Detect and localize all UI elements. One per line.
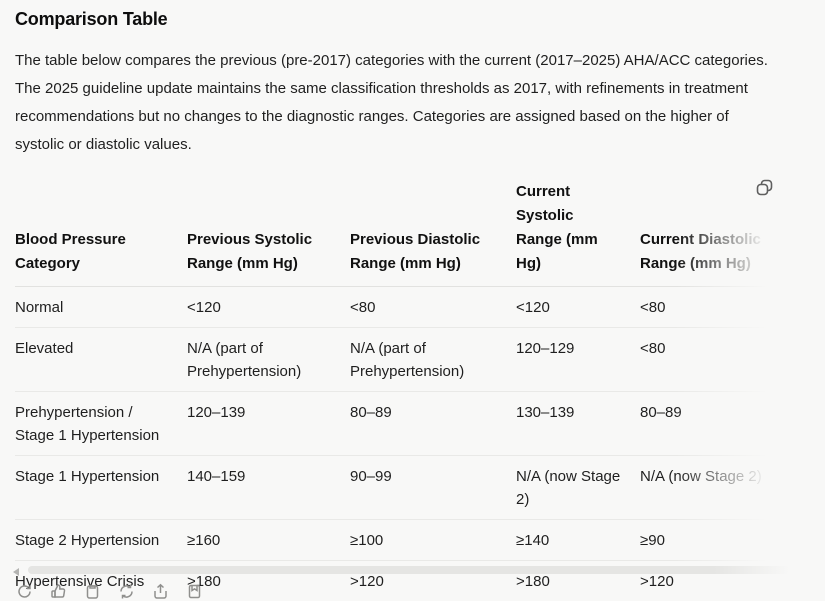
table-cell: 120–129	[516, 328, 640, 392]
table-row: Normal <120 <80 <120 <80	[15, 287, 790, 328]
table-row: Prehypertension / Stage 1 Hypertension 1…	[15, 392, 790, 456]
save-icon[interactable]	[186, 583, 203, 600]
comparison-table: Blood Pressure Category Previous Systoli…	[15, 178, 790, 601]
copy-icon	[755, 185, 774, 200]
table-cell: <120	[187, 287, 350, 328]
regenerate-icon[interactable]	[118, 583, 135, 600]
table-cell: N/A (part of Prehypertension)	[187, 328, 350, 392]
table-cell: ≥90	[640, 520, 790, 561]
intro-paragraph: The table below compares the previous (p…	[15, 47, 775, 159]
table-cell: Prehypertension / Stage 1 Hypertension	[15, 392, 187, 456]
table-cell: N/A (now Stage 2)	[640, 456, 790, 520]
table-cell: <80	[640, 328, 790, 392]
table-cell: Stage 2 Hypertension	[15, 520, 187, 561]
table-cell: N/A (now Stage 2)	[516, 456, 640, 520]
table-cell: ≥160	[187, 520, 350, 561]
table-row: Stage 2 Hypertension ≥160 ≥100 ≥140 ≥90	[15, 520, 790, 561]
table-cell: <80	[640, 287, 790, 328]
table-cell: N/A (part of Prehypertension)	[350, 328, 516, 392]
table-cell: 130–139	[516, 392, 640, 456]
thumbs-up-icon[interactable]	[50, 583, 67, 600]
table-cell: Stage 1 Hypertension	[15, 456, 187, 520]
table-cell: 80–89	[640, 392, 790, 456]
table-cell: 140–159	[187, 456, 350, 520]
table-cell: Elevated	[15, 328, 187, 392]
share-icon[interactable]	[152, 583, 169, 600]
copy-table-button[interactable]	[753, 178, 775, 200]
scrollbar-thumb[interactable]	[28, 566, 790, 574]
table-row: Stage 1 Hypertension 140–159 90–99 N/A (…	[15, 456, 790, 520]
table-header-row: Blood Pressure Category Previous Systoli…	[15, 178, 790, 287]
table-cell: ≥100	[350, 520, 516, 561]
table-row: Elevated N/A (part of Prehypertension) N…	[15, 328, 790, 392]
table-cell: ≥140	[516, 520, 640, 561]
table-cell: 80–89	[350, 392, 516, 456]
message-actions-bar	[16, 583, 203, 600]
table-cell: Normal	[15, 287, 187, 328]
column-header-curr-systolic: Current Systolic Range (mm Hg)	[516, 178, 640, 287]
column-header-category: Blood Pressure Category	[15, 178, 187, 287]
refresh-icon[interactable]	[16, 583, 33, 600]
assistant-message: Comparison Table The table below compare…	[0, 8, 825, 592]
table-cell: 90–99	[350, 456, 516, 520]
clipboard-icon[interactable]	[84, 583, 101, 600]
table-cell: 120–139	[187, 392, 350, 456]
column-header-prev-systolic: Previous Systolic Range (mm Hg)	[187, 178, 350, 287]
section-heading: Comparison Table	[15, 8, 810, 30]
table-horizontal-scrollbar	[13, 566, 813, 578]
table-cell: <120	[516, 287, 640, 328]
comparison-table-container: Blood Pressure Category Previous Systoli…	[15, 178, 810, 601]
table-cell: <80	[350, 287, 516, 328]
column-header-prev-diastolic: Previous Diastolic Range (mm Hg)	[350, 178, 516, 287]
scroll-left-arrow-icon[interactable]	[13, 568, 19, 576]
